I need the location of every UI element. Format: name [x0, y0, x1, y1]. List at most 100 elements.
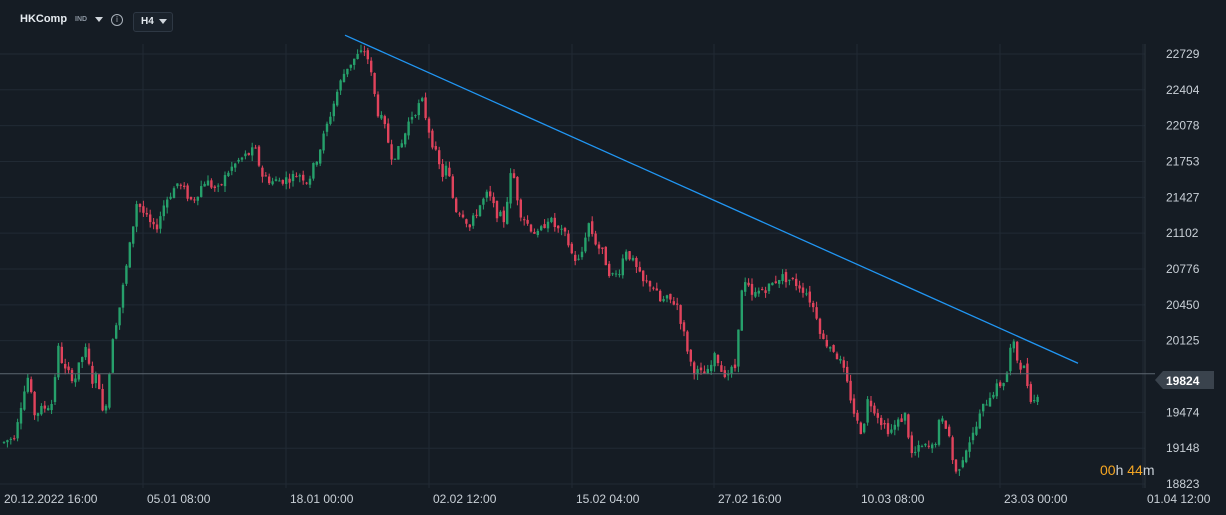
current-price-marker: 19824	[1155, 371, 1214, 389]
candle-body	[897, 419, 900, 427]
candle-body	[601, 247, 604, 249]
candle-body	[115, 325, 118, 339]
countdown-hours: 00	[1100, 462, 1116, 478]
candle-body	[529, 224, 533, 232]
candle-body	[261, 167, 264, 177]
candle-body	[614, 273, 618, 275]
candle-body	[397, 146, 400, 160]
time-tick-label: 20.12.2022 16:00	[4, 492, 98, 506]
timeframe-selector[interactable]: H4	[133, 12, 173, 32]
candle-body	[808, 291, 811, 303]
candle-body	[482, 198, 485, 205]
candle-body	[863, 423, 866, 433]
candle-body	[387, 123, 390, 143]
price-tick-label: 22078	[1166, 119, 1200, 133]
candle-body	[132, 226, 135, 244]
candle-body	[47, 408, 50, 411]
candle-body	[764, 290, 767, 293]
candle-body	[33, 391, 36, 416]
candle-body	[1009, 347, 1012, 372]
candle-body	[404, 133, 407, 145]
candle-body	[111, 339, 114, 373]
candle-body	[825, 339, 828, 347]
candle-body	[19, 408, 23, 424]
candle-body	[1002, 383, 1005, 387]
candle-body	[363, 51, 366, 53]
candle-body	[166, 199, 169, 208]
price-axis: 22729 22404 22078 21753 21427 21102 20776 20450…	[1166, 47, 1200, 491]
candle-body	[747, 282, 750, 286]
candle-body	[642, 270, 645, 282]
candle-body	[444, 165, 448, 176]
price-tick-label: 20776	[1166, 262, 1200, 276]
price-tick-label: 20450	[1166, 298, 1200, 312]
candle-body	[740, 290, 743, 331]
price-tick-label: 18823	[1166, 477, 1200, 491]
candle-body	[546, 221, 550, 229]
candle-body	[455, 198, 458, 212]
candle-body	[339, 80, 342, 91]
candle-body	[713, 353, 716, 367]
candle-body	[512, 173, 516, 178]
time-tick-label: 15.02 04:00	[576, 492, 640, 506]
candle-body	[13, 438, 16, 440]
candle-body	[655, 288, 658, 291]
candle-body	[523, 219, 526, 221]
candle-body	[234, 163, 237, 168]
candle-body	[604, 246, 607, 266]
candle-body	[1026, 363, 1029, 386]
candle-body	[597, 244, 601, 249]
candle-body	[591, 221, 594, 235]
candle-body	[332, 103, 335, 117]
time-tick-label: 05.01 08:00	[147, 492, 211, 506]
candle-body	[1029, 384, 1032, 402]
info-icon[interactable]: i	[111, 14, 123, 26]
chevron-down-icon[interactable]	[95, 17, 103, 22]
trendline[interactable]	[344, 34, 1079, 364]
countdown-minutes: 44	[1127, 462, 1143, 478]
price-tick-label: 21102	[1166, 226, 1199, 240]
candlestick-series	[2, 44, 1039, 476]
candle-body	[648, 281, 652, 287]
candle-body	[485, 191, 488, 198]
price-tick-label: 19148	[1166, 441, 1200, 455]
candle-body	[553, 217, 556, 228]
candle-body	[118, 307, 121, 326]
candle-body	[465, 219, 468, 224]
time-tick-label: 27.02 16:00	[718, 492, 782, 506]
candle-body	[393, 158, 397, 160]
candle-body	[941, 418, 944, 422]
candle-body	[57, 345, 60, 378]
candle-body	[767, 283, 771, 292]
candle-body	[142, 206, 145, 213]
candle-body	[196, 196, 199, 201]
candle-body	[138, 203, 142, 207]
candle-body	[183, 185, 186, 187]
time-tick-label: 23.03 00:00	[1004, 492, 1068, 506]
candle-body	[227, 172, 230, 177]
time-tick-label: 18.01 00:00	[290, 492, 354, 506]
candle-body	[631, 257, 635, 261]
candle-body	[733, 364, 737, 369]
symbol-label[interactable]: HKComp	[20, 13, 68, 25]
candle-body	[325, 123, 329, 132]
candle-body	[410, 116, 414, 120]
candle-body	[220, 184, 223, 186]
candle-body	[121, 284, 125, 308]
candle-body	[247, 153, 250, 155]
candle-body	[880, 417, 883, 426]
candle-body	[274, 179, 278, 181]
candle-body	[628, 251, 631, 260]
candle-body	[421, 98, 424, 102]
candle-body	[903, 412, 907, 421]
candle-body	[914, 451, 917, 453]
candle-body	[162, 205, 165, 217]
candle-body	[771, 282, 774, 286]
candle-body	[509, 173, 512, 204]
candle-body	[240, 157, 244, 160]
candle-body	[257, 146, 261, 166]
candle-body	[268, 176, 271, 184]
candle-body	[873, 405, 876, 414]
candle-body	[472, 215, 475, 226]
